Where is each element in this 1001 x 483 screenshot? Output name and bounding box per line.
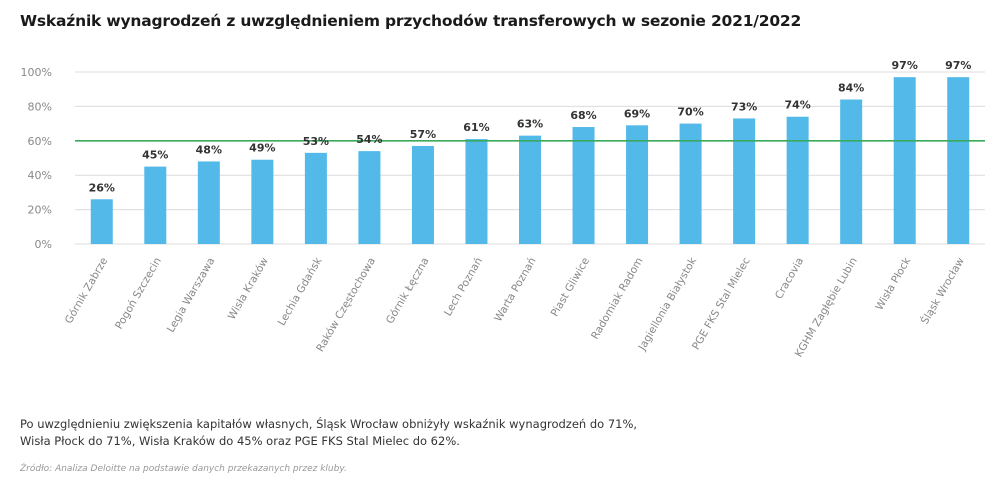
- bar: [947, 77, 970, 244]
- data-label: 54%: [356, 133, 382, 146]
- data-label: 61%: [463, 121, 489, 134]
- x-tick-label: Jagiellonia Białystok: [636, 255, 700, 354]
- data-label: 97%: [945, 59, 971, 72]
- y-tick-label: 100%: [21, 66, 52, 79]
- bar: [90, 199, 113, 244]
- y-tick-label: 40%: [28, 169, 52, 182]
- bar: [893, 77, 916, 244]
- data-label: 74%: [784, 99, 810, 112]
- y-tick-label: 60%: [28, 135, 52, 148]
- bars: [90, 77, 970, 245]
- data-label: 69%: [624, 107, 650, 120]
- bar: [411, 145, 434, 244]
- bar: [197, 161, 220, 244]
- y-tick-label: 0%: [35, 238, 52, 251]
- bar: [786, 116, 809, 244]
- bar: [358, 151, 381, 244]
- x-tick-label: Pogoń Szczecin: [113, 256, 164, 332]
- y-tick-label: 80%: [28, 100, 52, 113]
- data-label: 45%: [142, 149, 168, 162]
- bar: [251, 159, 274, 244]
- footnote-line-2: Wisła Płock do 71%, Wisła Kraków do 45% …: [20, 434, 460, 448]
- bar-chart: 0% 20% 40% 60% 80% 100% 26% 45% 48% 49% 53% 54% 57%…: [21, 59, 985, 360]
- x-tick-label: Lech Poznań: [442, 256, 485, 319]
- bar: [465, 139, 488, 244]
- data-label: 57%: [410, 128, 436, 141]
- x-tick-label: Śląsk Wrocław: [918, 255, 967, 327]
- x-axis-ticks: Górnik Zabrze Pogoń Szczecin Legia Warszaw…: [63, 255, 967, 360]
- data-labels: 26% 45% 48% 49% 53% 54% 57% 61% 63% 68% 69% 70% 73% 7…: [89, 59, 972, 194]
- data-label: 73%: [731, 100, 757, 113]
- bar: [519, 135, 541, 244]
- data-label: 49%: [249, 142, 275, 155]
- y-tick-label: 20%: [28, 204, 52, 217]
- x-tick-label: Piast Gliwice: [549, 256, 592, 319]
- data-label: 84%: [838, 82, 864, 95]
- x-tick-label: Wisła Płock: [873, 255, 913, 313]
- x-tick-label: Górnik Zabrze: [63, 256, 111, 326]
- chart-title: Wskaźnik wynagrodzeń z uwzględnieniem pr…: [20, 12, 802, 30]
- x-tick-label: Lechia Gdańsk: [276, 255, 325, 328]
- x-tick-label: Radomiak Radom: [589, 256, 646, 342]
- x-tick-label: Wisła Kraków: [226, 255, 271, 322]
- bar: [304, 152, 327, 244]
- data-label: 53%: [303, 135, 329, 148]
- bar: [144, 166, 167, 244]
- bar: [626, 125, 649, 244]
- data-label: 63%: [517, 118, 543, 131]
- x-tick-label: Raków Częstochowa: [314, 256, 378, 354]
- x-tick-label: Górnik Łęczna: [384, 256, 432, 326]
- footnote: Po uwzględnieniu zwiększenia kapitałów w…: [20, 416, 720, 450]
- source-note: Źródło: Analiza Deloitte na podstawie da…: [20, 464, 347, 474]
- x-tick-label: Warta Poznań: [492, 256, 538, 324]
- footnote-line-1: Po uwzględnieniu zwiększenia kapitałów w…: [20, 417, 638, 431]
- data-label: 26%: [89, 181, 115, 194]
- bar: [679, 123, 702, 244]
- data-label: 70%: [677, 106, 703, 119]
- bar: [572, 127, 595, 244]
- bar: [840, 99, 863, 245]
- data-label: 68%: [570, 109, 596, 122]
- x-tick-label: Legia Warszawa: [165, 256, 218, 335]
- bar: [733, 118, 756, 244]
- data-label: 48%: [196, 143, 222, 156]
- y-axis-ticks: 0% 20% 40% 60% 80% 100%: [21, 66, 52, 251]
- x-tick-label: Cracovia: [773, 256, 806, 302]
- x-tick-label: PGE FKS Stal Mielec: [690, 255, 753, 352]
- x-tick-label: KGHM Zagłębie Lubin: [793, 256, 860, 360]
- data-label: 97%: [892, 59, 918, 72]
